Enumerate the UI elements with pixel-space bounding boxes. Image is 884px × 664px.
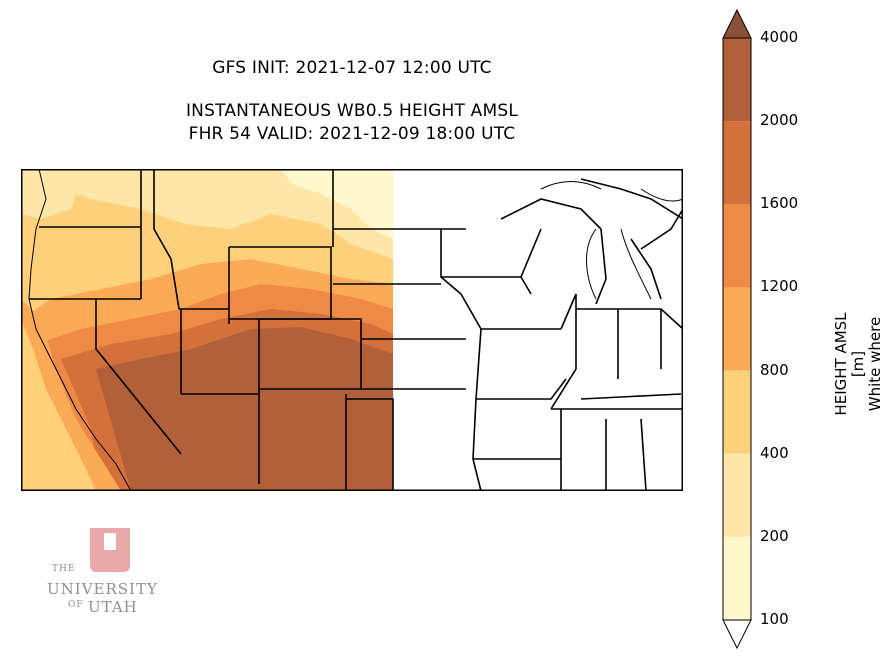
- fill-north-lightest: [281, 169, 393, 239]
- logo-utah: UTAH: [88, 598, 138, 616]
- colorbar-label-line1: HEIGHT AMSL [m]: [832, 312, 867, 416]
- colorbar-extend-top: [722, 8, 752, 39]
- colorbar-segments: [723, 38, 751, 620]
- colorbar-frame: [722, 37, 752, 621]
- colorbar-extend-bottom: [722, 619, 752, 650]
- logo-the: THE: [52, 564, 76, 574]
- colorbar-segment: [723, 38, 751, 122]
- colorbar-tick-label: 200: [760, 526, 789, 545]
- colorbar-tick-label: 800: [760, 360, 789, 379]
- map-panel: [21, 169, 683, 491]
- colorbar-segment: [723, 204, 751, 288]
- fill-coast-outer: [21, 319, 96, 491]
- university-of-utah-logo: THE UNIVERSITY OF UTAH: [38, 528, 164, 620]
- fill-north-light: [61, 169, 393, 259]
- colorbar-segment: [723, 370, 751, 454]
- colorbar-segment: [723, 536, 751, 620]
- coastlines: [28, 169, 683, 491]
- height-shading: [21, 169, 393, 491]
- block-u-icon: [90, 528, 130, 572]
- colorbar-tick-label: 1600: [760, 194, 799, 213]
- colorbar-tick-label: 100: [760, 610, 789, 628]
- fill-nw-light: [21, 169, 81, 219]
- title-valid: FHR 54 VALID: 2021-12-09 18:00 UTC: [188, 124, 516, 144]
- colorbar-label: HEIGHT AMSL [m] White where ≤ 100 m: [832, 309, 884, 419]
- title-init: GFS INIT: 2021-12-07 12:00 UTC: [212, 58, 492, 78]
- colorbar-segment: [723, 121, 751, 205]
- title-product: INSTANTANEOUS WB0.5 HEIGHT AMSL: [185, 101, 519, 121]
- fill-highest: [96, 327, 393, 491]
- map-frame: [21, 169, 683, 491]
- colorbar-segment: [723, 287, 751, 371]
- colorbar-tick-label: 4000: [760, 28, 799, 46]
- state-boundaries: [29, 169, 683, 491]
- logo-of: OF: [68, 600, 84, 610]
- colorbar: [722, 8, 752, 650]
- colorbar-segment: [723, 453, 751, 537]
- logo-university: UNIVERSITY: [47, 580, 158, 598]
- colorbar-tick-label: 400: [760, 443, 789, 462]
- colorbar-tick-label: 1200: [760, 277, 799, 296]
- colorbar-label-line2: White where ≤ 100 m: [866, 316, 884, 412]
- colorbar-tick-label: 2000: [760, 111, 799, 130]
